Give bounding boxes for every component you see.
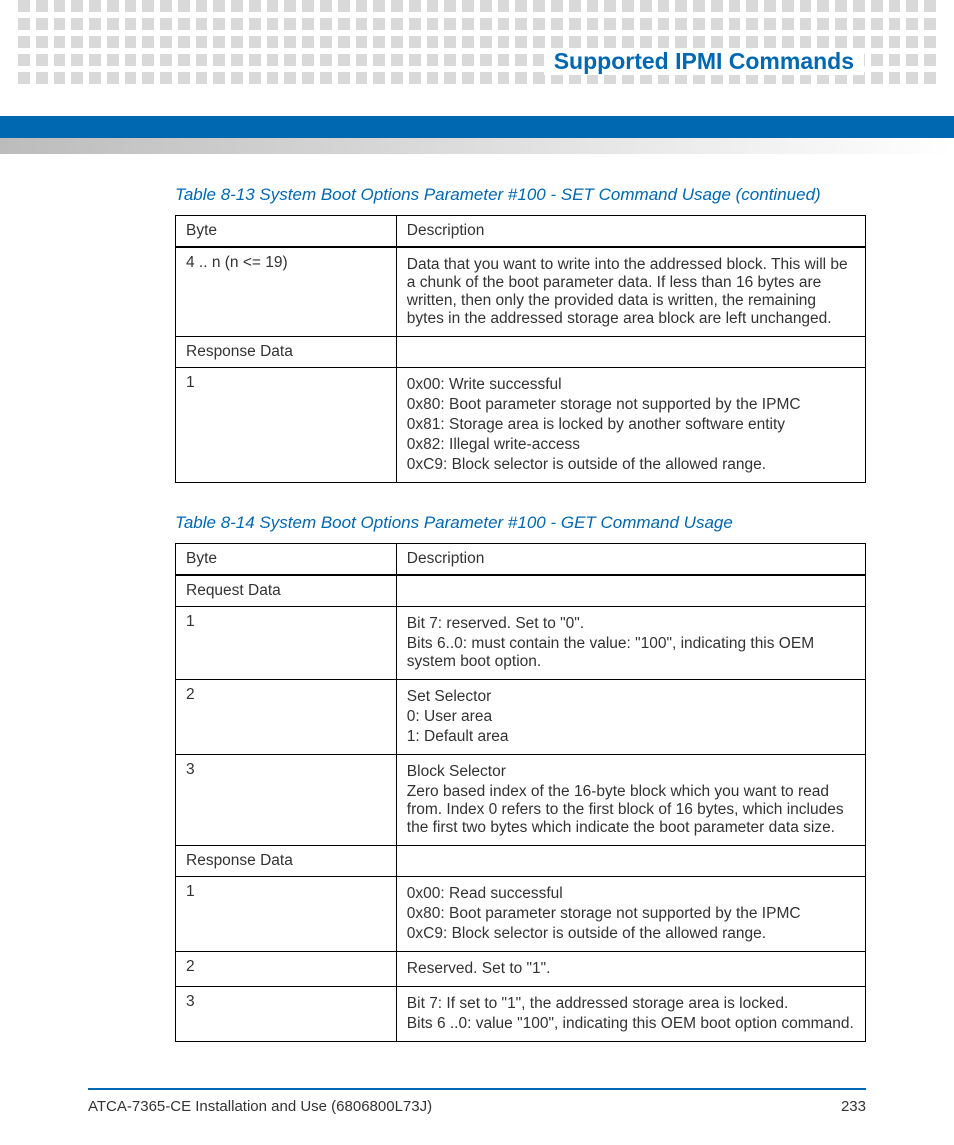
description-line: Bit 7: If set to "1", the addressed stor… <box>407 995 855 1013</box>
page-content: Table 8-13 System Boot Options Parameter… <box>175 185 866 1072</box>
header-blue-bar <box>0 116 954 138</box>
cell-byte: 3 <box>176 755 397 846</box>
description-line: 0x82: Illegal write-access <box>407 436 855 454</box>
table-row: 2 Set Selector 0: User area 1: Default area <box>176 680 866 755</box>
table-row: Response Data <box>176 846 866 877</box>
description-line: Data that you want to write into the add… <box>407 256 855 328</box>
cell-byte: 1 <box>176 368 397 483</box>
table-row: 3 Bit 7: If set to "1", the addressed sto… <box>176 987 866 1042</box>
description-line: 0x00: Read successful <box>407 885 855 903</box>
description-line: 0: User area <box>407 708 855 726</box>
table-8-14: Byte Description Request Data1Bit 7: res… <box>175 543 866 1042</box>
description-line: Bits 6 ..0: value "100", indicating this… <box>407 1015 855 1033</box>
cell-byte: 2 <box>176 680 397 755</box>
cell-description: 0x00: Read successful 0x80: Boot paramete… <box>396 877 865 952</box>
table-row: Request Data <box>176 575 866 607</box>
cell-description: Bit 7: reserved. Set to "0". Bits 6..0: m… <box>396 607 865 680</box>
table-row: 1 Bit 7: reserved. Set to "0". Bits 6..0: … <box>176 607 866 680</box>
cell-description: Bit 7: If set to "1", the addressed stor… <box>396 987 865 1042</box>
description-line: Reserved. Set to "1". <box>407 960 855 978</box>
description-line: 0xC9: Block selector is outside of the a… <box>407 456 855 474</box>
description-line: 0x81: Storage area is locked by another … <box>407 416 855 434</box>
section-title: Supported IPMI Commands <box>544 48 864 75</box>
description-line: 0x80: Boot parameter storage not support… <box>407 905 855 923</box>
cell-byte: 2 <box>176 952 397 987</box>
footer-page-number: 233 <box>841 1098 866 1115</box>
table-row: 1 0x00: Write successful 0x80: Boot parame… <box>176 368 866 483</box>
table-row: 4 .. n (n <= 19)Data that you want to wr… <box>176 247 866 337</box>
cell-description: Set Selector 0: User area 1: Default area <box>396 680 865 755</box>
cell-byte: Request Data <box>176 575 397 607</box>
table-8-14-caption: Table 8-14 System Boot Options Parameter… <box>175 513 866 533</box>
cell-description: 0x00: Write successful 0x80: Boot paramet… <box>396 368 865 483</box>
description-line: Zero based index of the 16-byte block wh… <box>407 783 855 837</box>
description-line: Bit 7: reserved. Set to "0". <box>407 615 855 633</box>
cell-byte: 1 <box>176 877 397 952</box>
col-header-description: Description <box>396 216 865 248</box>
table-row: 3 Block Selector Zero based index of the 1… <box>176 755 866 846</box>
table-row: 2 Reserved. Set to "1". <box>176 952 866 987</box>
description-line: 0x80: Boot parameter storage not support… <box>407 396 855 414</box>
description-line: 0xC9: Block selector is outside of the a… <box>407 925 855 943</box>
description-line: Bits 6..0: must contain the value: "100"… <box>407 635 855 671</box>
cell-description <box>396 575 865 607</box>
description-line: 0x00: Write successful <box>407 376 855 394</box>
cell-description: Block Selector Zero based index of the 16… <box>396 755 865 846</box>
description-line: Set Selector <box>407 688 855 706</box>
table-row: Response Data <box>176 337 866 368</box>
col-header-byte: Byte <box>176 544 397 576</box>
table-8-13: Byte Description 4 .. n (n <= 19)Data th… <box>175 215 866 483</box>
cell-byte: 3 <box>176 987 397 1042</box>
header-gradient-bar <box>0 138 954 154</box>
description-line: 1: Default area <box>407 728 855 746</box>
cell-description: Reserved. Set to "1". <box>396 952 865 987</box>
cell-byte: 4 .. n (n <= 19) <box>176 247 397 337</box>
table-header-row: Byte Description <box>176 216 866 248</box>
table-row: 1 0x00: Read successful 0x80: Boot paramet… <box>176 877 866 952</box>
page-footer: ATCA-7365-CE Installation and Use (68068… <box>88 1088 866 1115</box>
table-header-row: Byte Description <box>176 544 866 576</box>
description-line: Block Selector <box>407 763 855 781</box>
footer-doc-title: ATCA-7365-CE Installation and Use (68068… <box>88 1098 432 1115</box>
col-header-description: Description <box>396 544 865 576</box>
cell-byte: Response Data <box>176 337 397 368</box>
cell-description: Data that you want to write into the add… <box>396 247 865 337</box>
cell-byte: Response Data <box>176 846 397 877</box>
cell-description <box>396 337 865 368</box>
col-header-byte: Byte <box>176 216 397 248</box>
cell-description <box>396 846 865 877</box>
cell-byte: 1 <box>176 607 397 680</box>
table-8-13-caption: Table 8-13 System Boot Options Parameter… <box>175 185 866 205</box>
